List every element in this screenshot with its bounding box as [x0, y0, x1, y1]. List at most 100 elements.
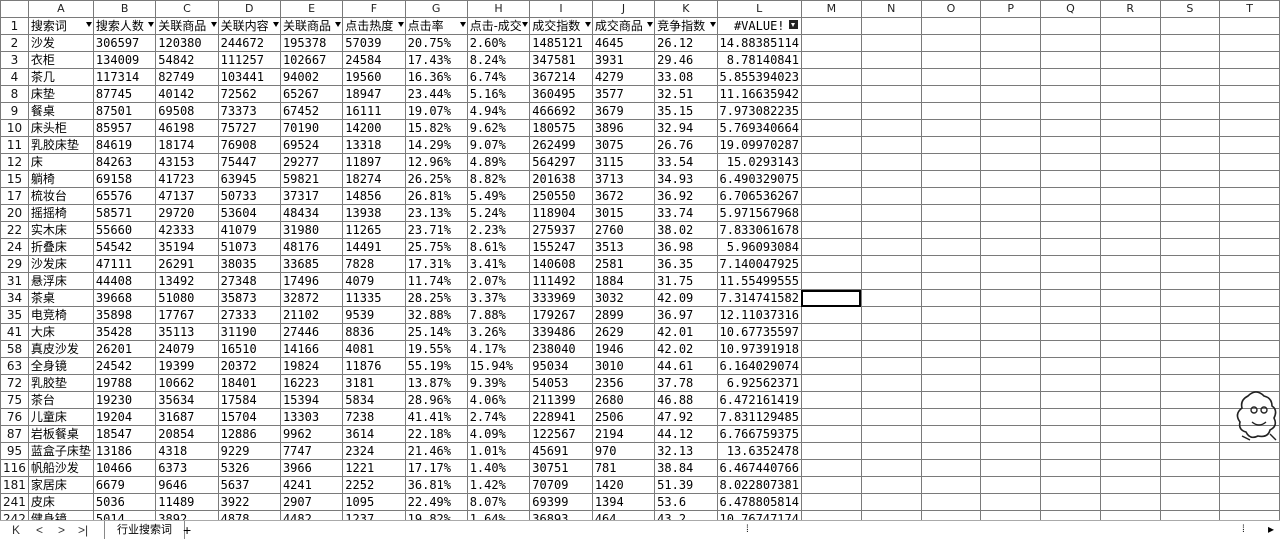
empty-cell[interactable] — [1159, 340, 1221, 358]
data-cell[interactable]: 36.97 — [654, 306, 718, 324]
empty-cell[interactable] — [1219, 119, 1280, 137]
data-cell[interactable]: 6.490329075 — [716, 170, 802, 188]
empty-cell[interactable] — [920, 102, 982, 120]
data-cell[interactable]: 12886 — [217, 425, 281, 443]
filter-dropdown-icon[interactable] — [522, 22, 529, 27]
empty-cell[interactable] — [980, 408, 1042, 426]
data-cell[interactable]: 23.44% — [404, 85, 468, 103]
empty-cell[interactable] — [800, 255, 862, 273]
empty-cell[interactable] — [920, 170, 982, 188]
data-cell[interactable]: 1394 — [591, 493, 656, 511]
row-number[interactable]: 4 — [0, 68, 29, 86]
filter-dropdown-icon[interactable] — [272, 22, 279, 27]
empty-cell[interactable] — [860, 85, 922, 103]
data-cell[interactable]: 211399 — [529, 391, 593, 409]
row-number[interactable]: 181 — [0, 476, 29, 494]
data-cell[interactable]: 59821 — [279, 170, 344, 188]
empty-cell[interactable] — [1219, 170, 1280, 188]
data-cell[interactable]: 35194 — [155, 238, 219, 256]
empty-cell[interactable] — [1219, 272, 1280, 290]
data-cell[interactable]: 67452 — [279, 102, 344, 120]
empty-cell[interactable] — [800, 476, 862, 494]
empty-cell[interactable] — [1219, 357, 1280, 375]
data-cell[interactable]: 19399 — [155, 357, 219, 375]
data-cell[interactable]: 111257 — [217, 51, 281, 69]
empty-cell[interactable] — [860, 493, 922, 511]
data-cell[interactable]: 18401 — [217, 374, 281, 392]
data-cell[interactable]: 6.766759375 — [716, 425, 802, 443]
empty-cell[interactable] — [1099, 136, 1161, 154]
empty-cell[interactable] — [1099, 204, 1161, 222]
empty-cell[interactable] — [980, 306, 1042, 324]
data-cell[interactable]: 31.75 — [654, 272, 718, 290]
empty-cell[interactable] — [1099, 289, 1161, 307]
empty-cell[interactable] — [860, 255, 922, 273]
data-cell[interactable]: 48434 — [279, 204, 344, 222]
empty-cell[interactable] — [1040, 238, 1101, 256]
row-number[interactable]: 31 — [0, 272, 29, 290]
data-cell[interactable]: 9.39% — [466, 374, 531, 392]
empty-cell[interactable] — [1099, 425, 1161, 443]
data-cell[interactable]: 2252 — [342, 476, 406, 494]
filter-dropdown-icon[interactable] — [335, 22, 342, 27]
data-cell[interactable]: 1.64% — [466, 510, 531, 520]
data-cell[interactable]: 5.16% — [466, 85, 531, 103]
data-cell[interactable]: 4318 — [155, 442, 219, 460]
filter-header-cell[interactable]: 成交商品 — [591, 17, 656, 35]
sheet-tab-active[interactable]: 行业搜索词 — [104, 521, 185, 539]
data-cell[interactable]: 25.75% — [404, 238, 468, 256]
data-cell[interactable]: 30751 — [529, 459, 593, 477]
empty-cell[interactable] — [1219, 204, 1280, 222]
filter-active-icon[interactable] — [788, 20, 798, 29]
empty-cell[interactable] — [980, 34, 1042, 52]
empty-cell[interactable] — [1159, 442, 1221, 460]
data-cell[interactable]: 3672 — [591, 187, 656, 205]
empty-cell[interactable] — [1040, 136, 1101, 154]
empty-cell[interactable] — [860, 510, 922, 520]
data-cell[interactable]: 10662 — [155, 374, 219, 392]
data-cell[interactable]: 19824 — [279, 357, 344, 375]
column-header-o[interactable]: O — [920, 0, 982, 18]
data-cell[interactable]: 44.61 — [654, 357, 718, 375]
data-cell[interactable]: 84263 — [92, 153, 157, 171]
empty-cell[interactable] — [800, 34, 862, 52]
data-cell[interactable]: 47137 — [155, 187, 219, 205]
selected-cell[interactable] — [800, 289, 862, 307]
data-cell[interactable]: 10.97391918 — [716, 340, 802, 358]
filter-header-cell[interactable]: 搜索人数 — [92, 17, 157, 35]
data-cell[interactable]: 26.81% — [404, 187, 468, 205]
data-cell[interactable]: 28.25% — [404, 289, 468, 307]
data-cell[interactable]: 84619 — [92, 136, 157, 154]
keyword-cell[interactable]: 衣柜 — [27, 51, 94, 69]
data-cell[interactable]: 102667 — [279, 51, 344, 69]
empty-cell[interactable] — [980, 17, 1042, 35]
data-cell[interactable]: 195378 — [279, 34, 344, 52]
empty-cell[interactable] — [980, 289, 1042, 307]
empty-cell[interactable] — [920, 510, 982, 520]
empty-cell[interactable] — [1099, 17, 1161, 35]
filter-header-cell[interactable]: 点击热度 — [342, 17, 406, 35]
data-cell[interactable]: 16111 — [342, 102, 406, 120]
data-cell[interactable]: 29.46 — [654, 51, 718, 69]
data-cell[interactable]: 51080 — [155, 289, 219, 307]
keyword-cell[interactable]: 餐桌 — [27, 102, 94, 120]
data-cell[interactable]: 2.23% — [466, 221, 531, 239]
keyword-cell[interactable]: 悬浮床 — [27, 272, 94, 290]
empty-cell[interactable] — [1219, 306, 1280, 324]
empty-cell[interactable] — [1219, 85, 1280, 103]
data-cell[interactable]: 23.71% — [404, 221, 468, 239]
empty-cell[interactable] — [1159, 187, 1221, 205]
data-cell[interactable]: 275937 — [529, 221, 593, 239]
empty-cell[interactable] — [920, 51, 982, 69]
data-cell[interactable]: 2.07% — [466, 272, 531, 290]
data-cell[interactable]: 14491 — [342, 238, 406, 256]
data-cell[interactable]: 3679 — [591, 102, 656, 120]
empty-cell[interactable] — [1159, 136, 1221, 154]
data-cell[interactable]: 11335 — [342, 289, 406, 307]
empty-cell[interactable] — [1099, 102, 1161, 120]
data-cell[interactable]: 1095 — [342, 493, 406, 511]
row-number[interactable]: 58 — [0, 340, 29, 358]
empty-cell[interactable] — [1159, 102, 1221, 120]
empty-cell[interactable] — [1159, 204, 1221, 222]
data-cell[interactable]: 87501 — [92, 102, 157, 120]
